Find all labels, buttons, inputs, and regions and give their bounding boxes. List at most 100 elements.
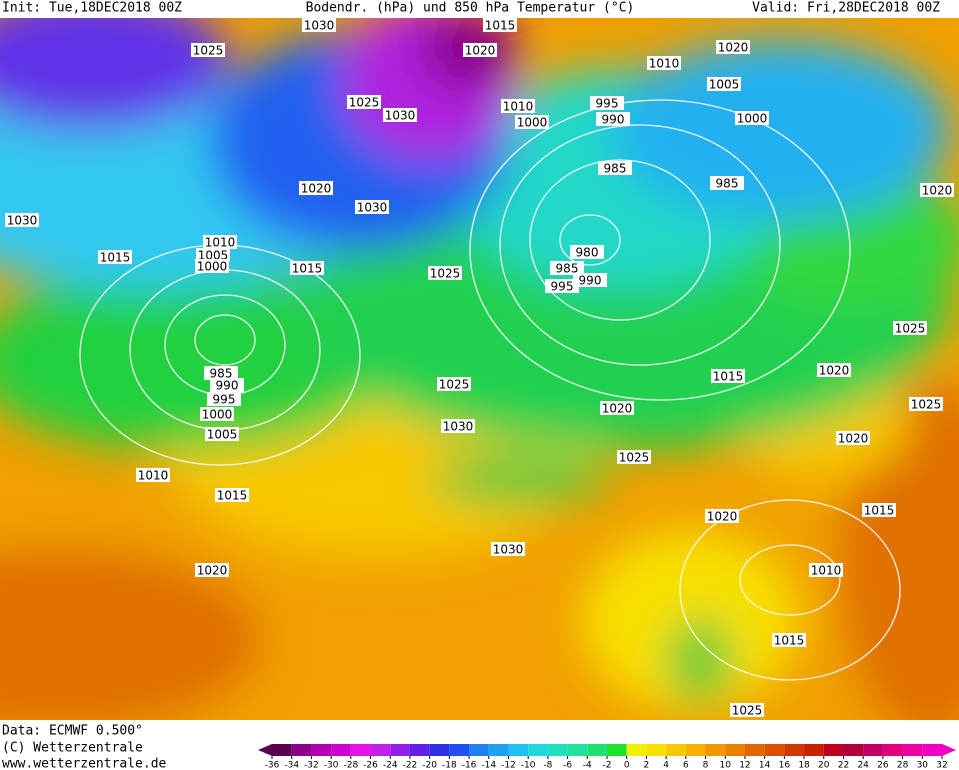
isobar-label: 1000 [517, 116, 548, 130]
isobar-label: 1010 [811, 564, 842, 578]
label-box [772, 633, 806, 647]
colorbar-segment [725, 744, 745, 756]
colorbar-segment [311, 744, 332, 756]
isobar-label: 1025 [911, 398, 942, 412]
colorbar-segment [922, 744, 942, 756]
colorbar-tick-label: -30 [324, 761, 339, 770]
map-title: Bodendr. (hPa) und 850 hPa Temperatur (°… [306, 1, 635, 16]
isobar-label: 1025 [895, 322, 926, 336]
label-box [483, 18, 517, 32]
isobar-label: 1000 [737, 112, 768, 126]
isobar-label: 1010 [649, 57, 680, 71]
colorbar-tick-label: -16 [462, 761, 477, 770]
isobar-label: 1015 [485, 19, 516, 33]
colorbar-segment [607, 744, 627, 756]
label-box [647, 56, 681, 70]
colorbar-tick-label: -26 [363, 761, 378, 770]
isobar-label: 1025 [430, 267, 461, 281]
colorbar-tick-label: 18 [798, 761, 810, 770]
colorbar-arrow-left [258, 744, 272, 756]
label-box [290, 261, 324, 275]
label-box [428, 266, 462, 280]
colorbar-tick-label: -20 [422, 761, 437, 770]
colorbar-segment [331, 744, 351, 756]
isobar-label: 1025 [732, 704, 763, 718]
isobar-label: 1015 [864, 504, 895, 518]
label-box [573, 273, 607, 287]
isobar-label: 985 [556, 262, 579, 276]
isobar-label: 990 [216, 379, 239, 393]
colorbar: -36 -34 -32 -30 -28 -26 -24 -22 -20 -18 -16 -14 -12-… [258, 744, 956, 770]
colorbar-tick-label: 16 [779, 761, 791, 770]
colorbar-segment [804, 744, 824, 756]
colorbar-tick-label: -36 [265, 761, 280, 770]
isobar-label: 990 [602, 113, 625, 127]
colorbar-tick-label: -24 [383, 761, 398, 770]
isobar-label: 1020 [465, 44, 496, 58]
label-box [203, 235, 237, 249]
isobar-label: 1010 [205, 236, 236, 250]
colorbar-segment [370, 744, 391, 756]
colorbar-tick-label: -12 [501, 761, 516, 770]
label-box [598, 161, 632, 175]
label-box [215, 488, 249, 502]
colorbar-segment [409, 744, 430, 756]
colorbar-segment [429, 744, 450, 756]
colorbar-segment [744, 744, 765, 756]
label-box [862, 503, 896, 517]
colorbar-segment [626, 744, 647, 756]
valid-time: Valid: Fri,28DEC2018 00Z [752, 1, 940, 16]
colorbar-segment [390, 744, 410, 756]
label-box [383, 108, 417, 122]
isobar-label: 1020 [197, 564, 228, 578]
label-box [204, 366, 238, 380]
label-box [191, 43, 225, 57]
label-box [600, 401, 634, 415]
colorbar-tick-label: 28 [897, 761, 909, 770]
isobar-label: 1020 [819, 364, 850, 378]
colorbar-tick-label: -22 [403, 761, 418, 770]
colorbar-segment [350, 744, 371, 756]
label-box [207, 392, 241, 406]
label-box [205, 427, 239, 441]
label-box [200, 407, 234, 421]
isobar-label: 1030 [7, 214, 38, 228]
data-source: Data: ECMWF 0.500° [2, 724, 143, 739]
colorbar-tick-label: -2 [603, 761, 612, 770]
isobar-label: 1015 [774, 634, 805, 648]
isobar-label: 1025 [193, 44, 224, 58]
isobar-label: 1000 [197, 260, 228, 274]
colorbar-tick-label: 6 [683, 761, 689, 770]
isobar-label: 1005 [709, 78, 740, 92]
init-time: Init: Tue,18DEC2018 00Z [2, 1, 182, 16]
label-box [893, 321, 927, 335]
isobar-label: 995 [596, 97, 619, 111]
colorbar-segment [646, 744, 667, 756]
colorbar-segment [508, 744, 529, 756]
colorbar-segment [685, 744, 706, 756]
colorbar-segment [469, 744, 489, 756]
label-box [617, 450, 651, 464]
label-box [550, 261, 584, 275]
isobar-label: 1015 [292, 262, 323, 276]
isobar-label: 1010 [503, 100, 534, 114]
isobar-label: 1025 [619, 451, 650, 465]
label-box [441, 419, 475, 433]
isobar-label: 1020 [838, 432, 869, 446]
isobar-label: 995 [551, 280, 574, 294]
colorbar-segment [272, 744, 292, 756]
label-box [210, 378, 244, 392]
label-box [920, 183, 954, 197]
isobar-label: 1030 [304, 19, 335, 33]
isobar-label: 1020 [301, 182, 332, 196]
isobar-label: 1030 [443, 420, 474, 434]
colorbar-segment [843, 744, 864, 756]
colorbar-tick-label: 24 [857, 761, 869, 770]
colorbar-tick-label: 8 [703, 761, 709, 770]
colorbar-tick-label: -8 [543, 761, 552, 770]
isobar-label: 1005 [207, 428, 238, 442]
colorbar-segment [863, 744, 883, 756]
isobar-label: 1015 [217, 489, 248, 503]
url: www.wetterzentrale.de [2, 757, 167, 770]
colorbar-tick-label: 32 [936, 761, 947, 770]
